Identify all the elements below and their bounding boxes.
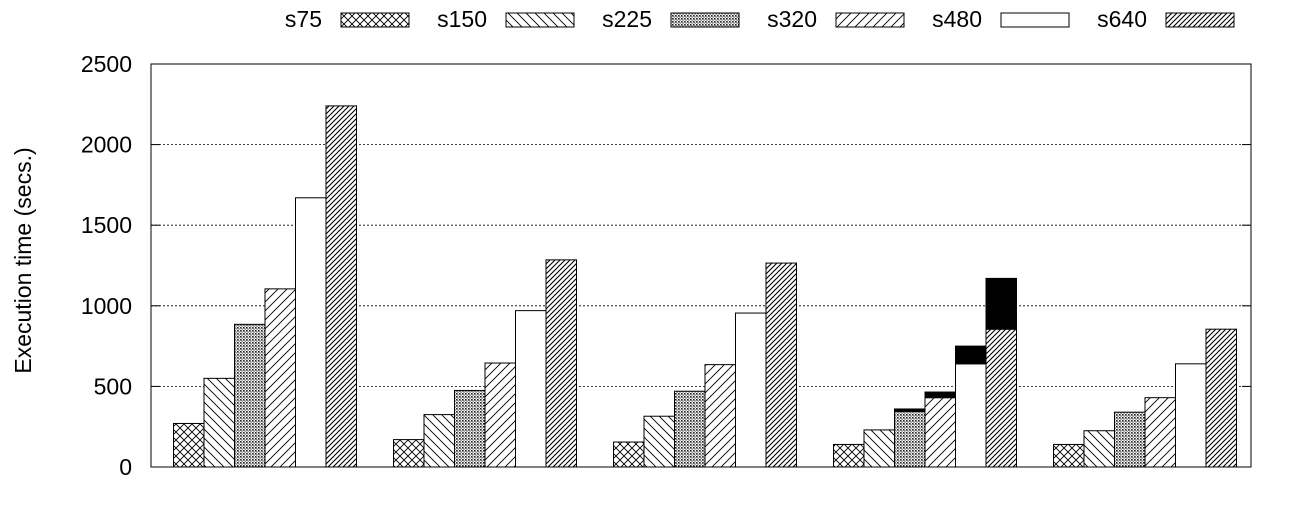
legend-swatch-s150 bbox=[505, 12, 575, 28]
bar-s225-group-1 bbox=[234, 323, 266, 468]
legend-label-s480: s480 bbox=[932, 6, 982, 32]
bar-s320-group-2 bbox=[484, 362, 516, 468]
bar-s640-group-1 bbox=[325, 105, 357, 468]
y-axis-label: Execution time (secs.) bbox=[10, 147, 36, 373]
y-tick-label-2500: 2500 bbox=[81, 51, 132, 77]
bar-s320-group-1 bbox=[264, 288, 296, 468]
bar-s480-group-3 bbox=[735, 312, 767, 468]
y-tick-label-2000: 2000 bbox=[81, 132, 132, 158]
legend-swatch-s225 bbox=[670, 12, 740, 28]
bar-s150-group-3 bbox=[643, 415, 675, 468]
legend-label-s225: s225 bbox=[602, 6, 652, 32]
bar-s75-group-4 bbox=[833, 443, 865, 468]
plot-frame bbox=[150, 63, 1252, 468]
bar-s640-group-3 bbox=[765, 262, 797, 468]
bar-s480-group-5 bbox=[1175, 363, 1207, 468]
legend-label-s75: s75 bbox=[285, 6, 322, 32]
bar-s225-group-3 bbox=[674, 390, 706, 468]
y-tick-label-1500: 1500 bbox=[81, 212, 132, 238]
legend-swatch-s480 bbox=[1000, 12, 1070, 28]
bar-s320-group-3 bbox=[704, 364, 736, 468]
bar-s225-group-5 bbox=[1114, 411, 1146, 468]
legend-label-s150: s150 bbox=[437, 6, 487, 32]
bar-s75-group-5 bbox=[1053, 443, 1085, 468]
bar-s75-group-3 bbox=[613, 441, 645, 468]
bar-s150-group-2 bbox=[423, 414, 455, 468]
bar-s640-group-5 bbox=[1205, 328, 1237, 468]
y-tick-label-0: 0 bbox=[119, 454, 132, 480]
legend-swatch-s320 bbox=[835, 12, 905, 28]
bar-s320-group-5 bbox=[1144, 397, 1176, 468]
bar-s225-group-4 bbox=[894, 410, 926, 468]
legend-swatch-s640 bbox=[1165, 12, 1235, 28]
bar-s150-group-1 bbox=[203, 377, 235, 468]
bar-overhead-s320-group-4 bbox=[924, 391, 956, 399]
bar-s150-group-5 bbox=[1083, 430, 1115, 468]
bar-s640-group-4 bbox=[985, 328, 1017, 468]
bar-s320-group-4 bbox=[924, 397, 956, 468]
bar-s480-group-1 bbox=[295, 197, 327, 468]
bar-overhead-s640-group-4 bbox=[985, 277, 1017, 330]
legend-label-s640: s640 bbox=[1097, 6, 1147, 32]
bar-overhead-s225-group-4 bbox=[894, 408, 926, 412]
bar-s225-group-2 bbox=[454, 389, 486, 468]
y-tick-label-1000: 1000 bbox=[81, 293, 132, 319]
bar-s150-group-4 bbox=[863, 429, 895, 468]
bar-s640-group-2 bbox=[545, 259, 577, 468]
legend-label-s320: s320 bbox=[767, 6, 817, 32]
y-tick-label-500: 500 bbox=[94, 373, 132, 399]
bar-s480-group-2 bbox=[515, 310, 547, 468]
bar-s75-group-1 bbox=[173, 422, 205, 468]
legend-swatch-s75 bbox=[340, 12, 410, 28]
bar-s75-group-2 bbox=[393, 439, 425, 468]
bar-s480-group-4 bbox=[955, 363, 987, 468]
bar-overhead-s480-group-4 bbox=[955, 345, 987, 365]
